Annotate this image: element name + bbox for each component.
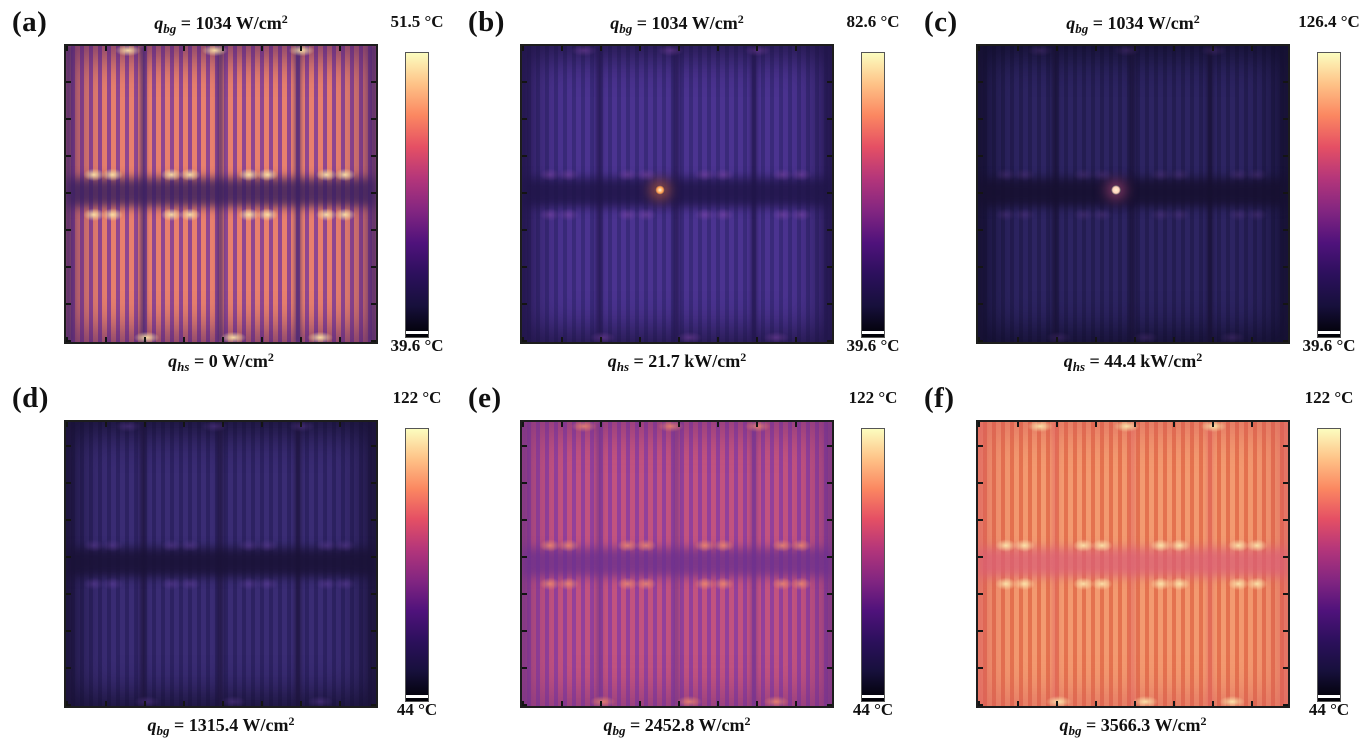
colorbar-max-temperature: 122 °C — [1304, 388, 1354, 407]
hotspot-heat-flux-label: qbg = 1315.4 W/cm2 — [64, 714, 378, 739]
unit-exponent: 2 — [281, 12, 288, 26]
q-subscript: bg — [156, 723, 170, 738]
colorbar — [861, 52, 885, 338]
panel-b: (b) qbg = 1034 W/cm2 82.6 °C 39.6 °C qhs… — [456, 0, 912, 376]
unit-exponent: 2 — [1200, 714, 1207, 728]
q-subscript: bg — [163, 21, 177, 36]
unit-exponent: 2 — [1193, 12, 1200, 26]
q-symbol: q — [154, 13, 164, 33]
q-symbol: q — [1063, 351, 1073, 371]
thermal-image — [64, 420, 378, 708]
colorbar — [1317, 52, 1341, 338]
heat-flux-value: = 1315.4 W/cm — [169, 715, 289, 735]
colorbar-min-temperature: 39.6 °C — [846, 336, 900, 355]
q-subscript: bg — [1075, 21, 1089, 36]
heat-flux-value: = 2452.8 W/cm — [625, 715, 745, 735]
panel-e: (e) 122 °C 44 °C qbg = 2452.8 W/cm2 — [456, 376, 912, 752]
colorbar-max-temperature: 122 °C — [392, 388, 442, 407]
hotspot-heat-flux-label: qbg = 3566.3 W/cm2 — [976, 714, 1290, 739]
q-subscript: bg — [612, 723, 626, 738]
thermal-image — [976, 420, 1290, 708]
axis-tick-marks — [522, 422, 832, 706]
panel-letter: (c) — [924, 6, 958, 38]
background-heat-flux-label: qbg = 1034 W/cm2 — [64, 12, 378, 37]
heat-flux-value: = 1034 W/cm — [176, 13, 282, 33]
unit-exponent: 2 — [744, 714, 751, 728]
colorbar-max-temperature: 51.5 °C — [390, 12, 444, 31]
axis-tick-marks — [978, 46, 1288, 342]
colorbar — [1317, 428, 1341, 702]
hotspot-heat-flux-label: qhs = 21.7 kW/cm2 — [520, 350, 834, 375]
thermal-image — [64, 44, 378, 344]
colorbar-max-temperature: 122 °C — [848, 388, 898, 407]
heat-flux-value: = 44.4 kW/cm — [1085, 351, 1197, 371]
hotspot-heat-flux-label: qhs = 44.4 kW/cm2 — [976, 350, 1290, 375]
heat-flux-value: = 21.7 kW/cm — [629, 351, 741, 371]
unit-exponent: 2 — [267, 350, 274, 364]
unit-exponent: 2 — [288, 714, 295, 728]
hotspot-heat-flux-label: qhs = 0 W/cm2 — [64, 350, 378, 375]
colorbar — [405, 428, 429, 702]
panel-f: (f) 122 °C 44 °C qbg = 3566.3 W/cm2 — [912, 376, 1368, 752]
colorbar-min-temperature: 39.6 °C — [1302, 336, 1356, 355]
heat-flux-value: = 0 W/cm — [189, 351, 268, 371]
panel-letter: (b) — [468, 6, 505, 38]
colorbar-max-temperature: 82.6 °C — [846, 12, 900, 31]
thermal-image — [520, 44, 834, 344]
ir-heatmap — [978, 422, 1288, 706]
axis-tick-marks — [978, 422, 1288, 706]
q-subscript: bg — [619, 21, 633, 36]
heat-flux-value: = 1034 W/cm — [632, 13, 738, 33]
q-symbol: q — [610, 13, 620, 33]
colorbar — [405, 52, 429, 338]
unit-exponent: 2 — [1196, 350, 1203, 364]
unit-exponent: 2 — [740, 350, 747, 364]
colorbar-max-temperature: 126.4 °C — [1298, 12, 1360, 31]
q-symbol: q — [1059, 715, 1069, 735]
panel-letter: (d) — [12, 382, 49, 414]
panel-letter: (f) — [924, 382, 955, 414]
ir-heatmap — [522, 46, 832, 342]
axis-tick-marks — [522, 46, 832, 342]
hotspot-heat-flux-label: qbg = 2452.8 W/cm2 — [520, 714, 834, 739]
colorbar-min-temperature: 44 °C — [396, 700, 438, 719]
ir-heatmap — [66, 46, 376, 342]
colorbar-min-temperature: 39.6 °C — [390, 336, 444, 355]
q-symbol: q — [168, 351, 178, 371]
colorbar — [861, 428, 885, 702]
panel-d: (d) 122 °C 44 °C qbg = 1315.4 W/cm2 — [0, 376, 456, 752]
panel-a: (a) qbg = 1034 W/cm2 51.5 °C 39.6 °C qhs… — [0, 0, 456, 376]
q-subscript: bg — [1068, 723, 1082, 738]
background-heat-flux-label: qbg = 1034 W/cm2 — [976, 12, 1290, 37]
panel-letter: (e) — [468, 382, 502, 414]
unit-exponent: 2 — [737, 12, 744, 26]
q-subscript: hs — [1072, 359, 1086, 374]
thermal-image — [520, 420, 834, 708]
heat-flux-value: = 1034 W/cm — [1088, 13, 1194, 33]
thermal-image — [976, 44, 1290, 344]
ir-heatmap — [66, 422, 376, 706]
colorbar-min-temperature: 44 °C — [1308, 700, 1350, 719]
colorbar-min-temperature: 44 °C — [852, 700, 894, 719]
panel-c: (c) qbg = 1034 W/cm2 126.4 °C 39.6 °C qh… — [912, 0, 1368, 376]
axis-tick-marks — [66, 46, 376, 342]
background-heat-flux-label: qbg = 1034 W/cm2 — [520, 12, 834, 37]
q-symbol: q — [603, 715, 613, 735]
q-symbol: q — [607, 351, 617, 371]
ir-heatmap — [522, 422, 832, 706]
ir-heatmap — [978, 46, 1288, 342]
q-symbol: q — [1066, 13, 1076, 33]
axis-tick-marks — [66, 422, 376, 706]
q-symbol: q — [147, 715, 157, 735]
heat-flux-value: = 3566.3 W/cm — [1081, 715, 1201, 735]
q-subscript: hs — [616, 359, 630, 374]
q-subscript: hs — [177, 359, 190, 374]
panel-letter: (a) — [12, 6, 48, 38]
